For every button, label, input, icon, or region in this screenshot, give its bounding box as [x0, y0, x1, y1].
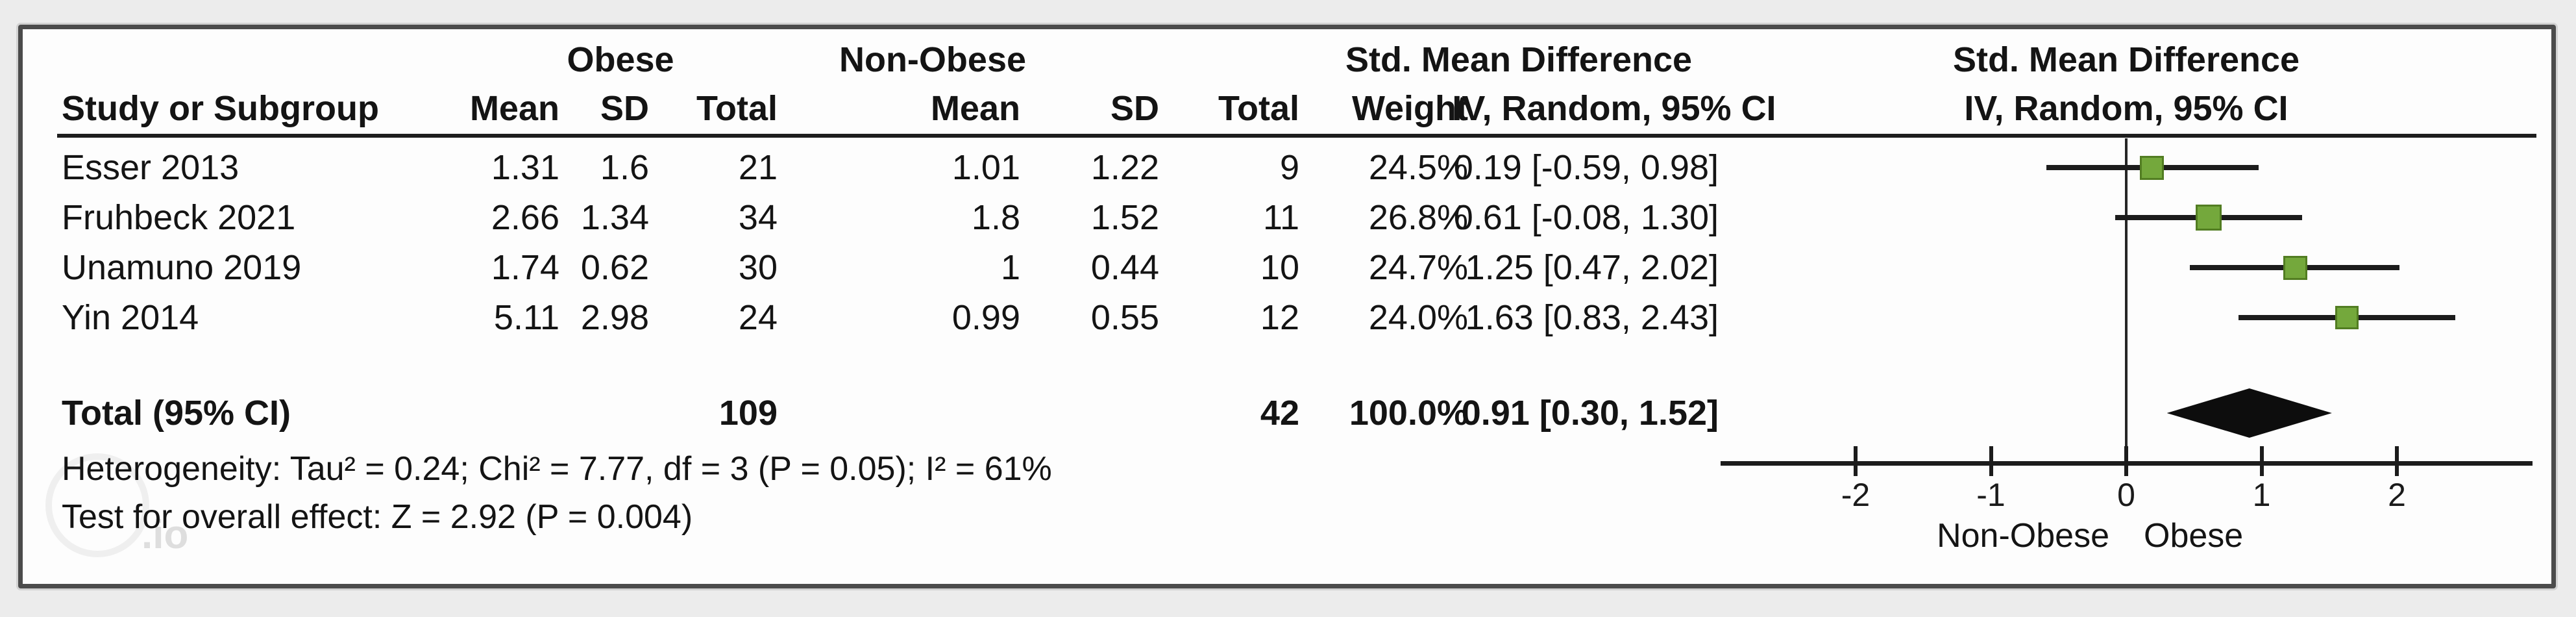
obese-mean: 1.31: [491, 148, 559, 187]
header-divider: [57, 134, 2536, 138]
summary-diamond: [2166, 388, 2332, 438]
column-header-nonobese-sd: SD: [1110, 89, 1159, 128]
column-header-nonobese-total: Total: [1218, 89, 1299, 128]
column-header-obese-total: Total: [696, 89, 778, 128]
weight-value: 26.8%: [1368, 198, 1468, 237]
obese-mean: 1.74: [491, 248, 559, 287]
plot-panel: [18, 25, 2556, 588]
nonobese-total: 9: [1279, 148, 1299, 187]
axis-tick: [1854, 446, 1858, 476]
axis-tick: [2395, 446, 2399, 476]
obese-total: 30: [738, 248, 778, 287]
nonobese-mean: 1.8: [971, 198, 1020, 237]
effect-marker: [2140, 155, 2165, 180]
axis-tick-label: -1: [1976, 477, 2006, 513]
overall-effect-test: Test for overall effect: Z = 2.92 (P = 0…: [62, 498, 693, 536]
plot-method-title: IV, Random, 95% CI: [1964, 89, 2288, 128]
total-obese-n: 109: [718, 394, 778, 433]
ci-text: 1.25 [0.47, 2.02]: [1465, 248, 1719, 287]
column-header-study: Study or Subgroup: [62, 89, 379, 128]
nonobese-total: 10: [1260, 248, 1299, 287]
column-header-obese-mean: Mean: [469, 89, 559, 128]
nonobese-mean: 1.01: [951, 148, 1020, 187]
axis-tick-label: 2: [2388, 477, 2406, 513]
nonobese-mean: 1: [1000, 248, 1020, 287]
nonobese-total: 11: [1262, 198, 1299, 237]
heterogeneity-stats: Heterogeneity: Tau² = 0.24; Chi² = 7.77,…: [62, 450, 1052, 488]
obese-sd: 1.6: [600, 148, 649, 187]
total-label: Total (95% CI): [62, 394, 291, 433]
ci-text: 0.19 [-0.59, 0.98]: [1453, 148, 1719, 187]
column-header-weight: Weight: [1352, 89, 1468, 128]
study-name: Yin 2014: [62, 298, 199, 337]
study-name: Esser 2013: [62, 148, 239, 187]
weight-value: 24.5%: [1368, 148, 1468, 187]
column-header-nonobese-mean: Mean: [930, 89, 1020, 128]
smd-column-title: Std. Mean Difference: [1345, 40, 1693, 79]
study-name: Unamuno 2019: [62, 248, 302, 287]
obese-sd: 2.98: [580, 298, 649, 337]
weight-value: 24.0%: [1368, 298, 1468, 337]
axis-tick: [2259, 446, 2264, 476]
axis-tick-label: 1: [2252, 477, 2271, 513]
total-nonobese-n: 42: [1260, 394, 1299, 433]
obese-total: 24: [738, 298, 778, 337]
obese-sd: 0.62: [580, 248, 649, 287]
column-header-method: IV, Random, 95% CI: [1452, 89, 1776, 128]
nonobese-sd: 0.44: [1090, 248, 1159, 287]
effect-marker: [2335, 306, 2359, 329]
column-header-obese-sd: SD: [600, 89, 649, 128]
effect-marker: [2283, 255, 2308, 280]
nonobese-mean: 0.99: [951, 298, 1020, 337]
nonobese-sd: 1.52: [1090, 198, 1159, 237]
total-weight: 100.0%: [1349, 394, 1468, 433]
obese-sd: 1.34: [580, 198, 649, 237]
zero-line: [2125, 138, 2128, 461]
axis-tick: [1989, 446, 1993, 476]
watermark-logo-icon: [45, 453, 149, 557]
ci-text: 0.61 [-0.08, 1.30]: [1453, 198, 1719, 237]
axis-label-obese: Obese: [2144, 517, 2244, 555]
obese-total: 34: [738, 198, 778, 237]
plot-title: Std. Mean Difference: [1952, 40, 2300, 79]
weight-value: 24.7%: [1368, 248, 1468, 287]
axis-tick: [2124, 446, 2128, 476]
group-header-obese: Obese: [567, 40, 674, 79]
watermark-text: .io: [141, 512, 189, 557]
nonobese-total: 12: [1260, 298, 1299, 337]
axis-tick-label: 0: [2117, 477, 2135, 513]
nonobese-sd: 0.55: [1090, 298, 1159, 337]
group-header-non-obese: Non-Obese: [839, 40, 1027, 79]
nonobese-sd: 1.22: [1090, 148, 1159, 187]
obese-mean: 5.11: [493, 298, 559, 337]
axis-label-non-obese: Non-Obese: [1937, 517, 2109, 555]
total-ci-text: 0.91 [0.30, 1.52]: [1461, 394, 1719, 433]
obese-total: 21: [738, 148, 778, 187]
study-name: Fruhbeck 2021: [62, 198, 296, 237]
obese-mean: 2.66: [491, 198, 559, 237]
axis-tick-label: -2: [1841, 477, 1871, 513]
ci-text: 1.63 [0.83, 2.43]: [1465, 298, 1719, 337]
effect-marker: [2196, 205, 2222, 231]
